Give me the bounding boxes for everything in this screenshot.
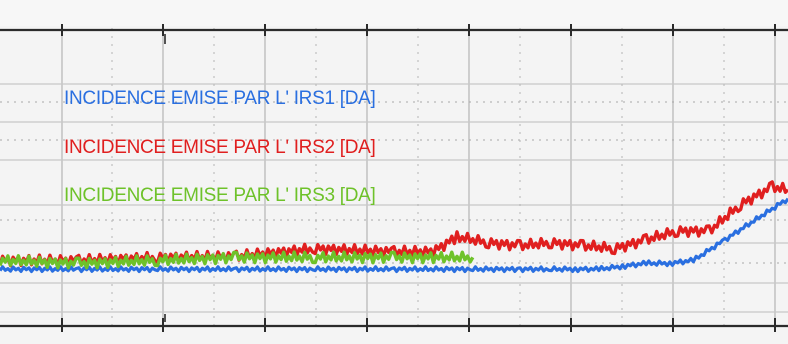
top-margin bbox=[0, 0, 788, 26]
series-lines bbox=[0, 180, 788, 274]
series-line-2 bbox=[0, 180, 788, 268]
legend-entry-1: INCIDENCE EMISE PAR L' IRS1 [DA] bbox=[64, 88, 375, 109]
legend: INCIDENCE EMISE PAR L' IRS1 [DA] INCIDENC… bbox=[64, 88, 376, 206]
legend-entry-2: INCIDENCE EMISE PAR L' IRS2 [DA] bbox=[64, 137, 375, 158]
grid bbox=[0, 28, 788, 328]
series-line-3 bbox=[0, 250, 475, 270]
legend-entry-3: INCIDENCE EMISE PAR L' IRS3 [DA] bbox=[64, 185, 375, 206]
series-line-1 bbox=[0, 197, 788, 274]
axes bbox=[0, 0, 788, 332]
